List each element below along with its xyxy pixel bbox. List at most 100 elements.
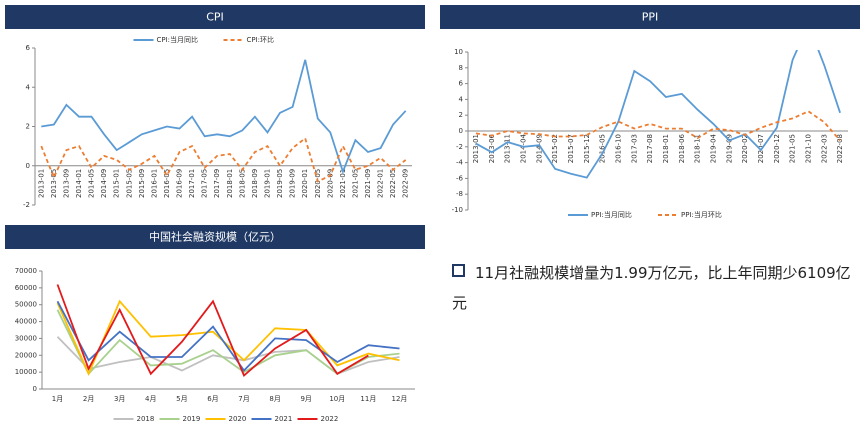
x-tick-label: 2016-05 xyxy=(599,134,607,163)
legend-label: 2018 xyxy=(137,415,155,423)
x-tick-label: 2018-05 xyxy=(238,169,246,198)
legend-label: CPI:当月同比 xyxy=(157,35,199,44)
x-tick-label: 1月 xyxy=(52,395,63,403)
x-tick-label: 2021-10 xyxy=(804,134,812,163)
x-tick-label: 5月 xyxy=(176,395,187,403)
x-tick-label: 2021-09 xyxy=(364,169,372,198)
panel-header xyxy=(440,5,860,29)
chart-title: CPI xyxy=(206,11,224,24)
chart-title: 中国社会融资规模（亿元） xyxy=(149,230,281,244)
x-tick-label: 2020-02 xyxy=(741,134,749,163)
x-tick-label: 2018-11 xyxy=(694,134,702,163)
x-tick-label: 2013-05 xyxy=(50,169,58,198)
legend-label: 2021 xyxy=(275,415,293,423)
y-tick-label: -4 xyxy=(456,159,464,167)
x-tick-label: 6月 xyxy=(207,395,218,403)
bullet-note: 11月社融规模增量为1.99万亿元，比上年同期少6109亿元 xyxy=(452,258,852,318)
x-tick-label: 8月 xyxy=(269,395,280,403)
x-tick-label: 2015-01 xyxy=(113,169,121,198)
series-line xyxy=(40,136,407,183)
y-tick-label: 0 xyxy=(33,385,37,393)
x-tick-label: 2020-12 xyxy=(773,134,781,163)
x-tick-label: 2019-04 xyxy=(709,133,717,163)
y-tick-label: 4 xyxy=(26,83,31,91)
y-tick-label: 10 xyxy=(454,48,463,56)
x-tick-label: 2014-01 xyxy=(75,169,83,198)
series-line xyxy=(475,50,841,179)
chart-title: PPI xyxy=(642,11,659,24)
series-line xyxy=(56,299,400,377)
legend-label: 2022 xyxy=(321,415,339,423)
x-tick-label: 9月 xyxy=(300,395,311,403)
x-tick-label: 2014-09 xyxy=(535,134,543,163)
panel-header xyxy=(5,5,425,29)
y-tick-label: 40000 xyxy=(15,318,37,326)
x-tick-label: 2014-09 xyxy=(100,169,108,198)
y-tick-label: 0 xyxy=(459,127,463,135)
x-tick-label: 12月 xyxy=(391,395,407,403)
x-tick-label: 2018-01 xyxy=(662,134,670,163)
y-tick-label: 70000 xyxy=(15,267,37,275)
x-tick-label: 2022-01 xyxy=(377,169,385,198)
series-line xyxy=(56,284,369,377)
x-tick-label: 2014-05 xyxy=(88,169,96,198)
x-tick-label: 2022-05 xyxy=(389,169,397,198)
x-tick-label: 2017-09 xyxy=(213,169,221,198)
x-tick-label: 2017-05 xyxy=(201,169,209,198)
x-tick-label: 2016-05 xyxy=(163,169,171,198)
x-tick-label: 2021-05 xyxy=(789,134,797,163)
x-tick-label: 11月 xyxy=(360,395,376,403)
x-tick-label: 2019-09 xyxy=(289,169,297,198)
y-tick-label: 6 xyxy=(459,80,464,88)
panel-header xyxy=(5,225,425,249)
x-tick-label: 2013-01 xyxy=(472,134,480,163)
x-tick-label: 2021-01 xyxy=(339,169,347,198)
x-tick-label: 2013-01 xyxy=(37,169,45,198)
y-tick-label: 0 xyxy=(26,162,30,170)
series-line xyxy=(475,110,841,142)
x-tick-label: 2021-05 xyxy=(351,169,359,198)
x-tick-label: 2013-11 xyxy=(504,134,512,163)
y-tick-label: 2 xyxy=(26,123,30,131)
x-tick-label: 2020-05 xyxy=(314,169,322,198)
x-tick-label: 2017-03 xyxy=(630,134,638,163)
y-tick-label: -2 xyxy=(23,201,30,209)
x-tick-label: 2022-09 xyxy=(402,169,410,198)
y-tick-label: 4 xyxy=(459,95,464,103)
x-tick-label: 2022-03 xyxy=(820,134,828,163)
y-tick-label: 30000 xyxy=(15,334,37,342)
y-tick-label: 6 xyxy=(26,44,31,52)
x-tick-label: 2013-09 xyxy=(62,169,70,198)
legend-label: PPI:当月环比 xyxy=(681,210,722,219)
x-tick-label: 2018-06 xyxy=(678,133,686,163)
x-tick-label: 2018-09 xyxy=(251,169,259,198)
legend-label: 2020 xyxy=(229,415,247,423)
x-tick-label: 2019-01 xyxy=(263,169,271,198)
x-tick-label: 2018-01 xyxy=(226,169,234,198)
x-tick-label: 2017-01 xyxy=(188,169,196,198)
y-tick-label: 50000 xyxy=(15,301,37,309)
x-tick-label: 2017-08 xyxy=(646,134,654,163)
x-tick-label: 2019-05 xyxy=(276,169,284,198)
series-line xyxy=(41,59,407,175)
legend-label: CPI:环比 xyxy=(247,35,275,44)
y-tick-label: 2 xyxy=(459,111,463,119)
y-tick-label: -6 xyxy=(456,174,464,182)
x-tick-label: 3月 xyxy=(114,395,125,403)
x-tick-label: 2022-08 xyxy=(836,134,844,163)
x-tick-label: 2016-01 xyxy=(150,169,158,198)
series-line xyxy=(56,300,400,372)
x-tick-label: 2月 xyxy=(83,395,94,403)
x-tick-label: 2016-09 xyxy=(176,169,184,198)
y-tick-label: 10000 xyxy=(15,368,37,376)
x-tick-label: 2016-10 xyxy=(614,134,622,163)
y-tick-label: -8 xyxy=(456,190,463,198)
x-tick-label: 2015-12 xyxy=(583,134,591,163)
x-tick-label: 2015-02 xyxy=(551,134,559,163)
x-tick-label: 2020-09 xyxy=(326,169,334,198)
x-tick-label: 4月 xyxy=(145,395,156,403)
y-tick-label: 8 xyxy=(459,64,463,72)
y-tick-label: 20000 xyxy=(15,351,37,359)
